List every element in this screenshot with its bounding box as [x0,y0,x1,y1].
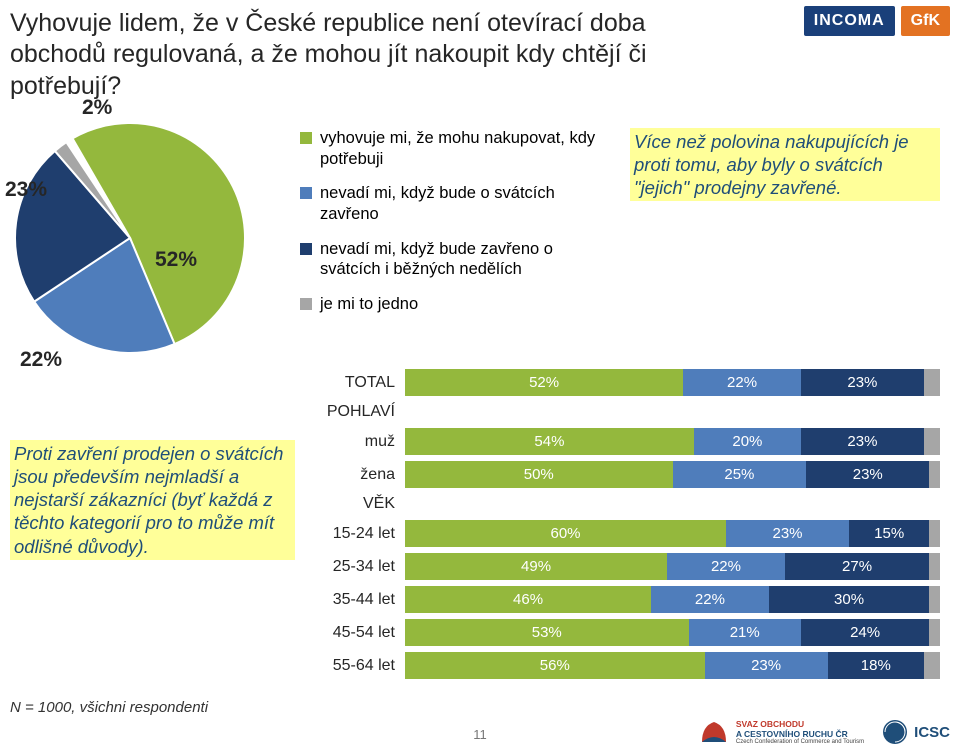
bar-row-label: TOTAL [310,374,405,392]
bar-segment: 22% [683,369,801,396]
bar-segment [929,520,940,547]
bar-track: 49%22%27% [405,553,940,580]
bar-segment [929,553,940,580]
bar-segment: 23% [726,520,849,547]
incoma-logo: INCOMA [804,6,895,36]
legend-text: vyhovuje mi, že mohu nakupovat, kdy potř… [320,128,600,169]
bar-segment [924,652,940,679]
bar-segment: 25% [673,461,807,488]
stacked-bar-chart: TOTAL52%22%23%POHLAVÍmuž54%20%23%žena50%… [310,368,940,684]
legend-swatch [300,298,312,310]
bar-segment: 50% [405,461,673,488]
bar-segment [929,461,940,488]
bar-row: 25-34 let49%22%27% [310,552,940,581]
callout-top: Více než polovina nakupujících je proti … [630,128,940,201]
bar-segment: 30% [769,586,930,613]
bar-segment: 56% [405,652,705,679]
bar-row-label: 15-24 let [310,525,405,543]
bar-segment: 53% [405,619,689,646]
bar-segment: 20% [694,428,801,455]
svaz-line3: Czech Confederation of Commerce and Tour… [736,739,864,745]
footnote: N = 1000, všichni respondenti [10,699,208,716]
icsc-logo: ICSC [882,719,950,745]
bar-row: TOTAL52%22%23% [310,368,940,397]
bar-segment: 22% [667,553,785,580]
bar-section-label: VĚK [310,495,405,513]
bar-section-label: POHLAVÍ [310,403,405,421]
bar-segment: 23% [806,461,929,488]
legend-item: je mi to jedno [300,294,600,315]
bar-track: 60%23%15% [405,520,940,547]
bar-segment: 22% [651,586,769,613]
page-title: Vyhovuje lidem, že v České republice nen… [10,8,730,102]
bar-segment: 23% [705,652,828,679]
pie-slice-label: 22% [20,348,62,372]
legend-swatch [300,243,312,255]
bar-row: 45-54 let53%21%24% [310,618,940,647]
bar-segment: 24% [801,619,929,646]
bar-segment [924,369,940,396]
bar-row-label: 55-64 let [310,657,405,675]
pie-chart: 52%22%23%2% [10,118,250,358]
svaz-line1: SVAZ OBCHODU [736,719,864,729]
pie-slice-label: 52% [155,248,197,272]
legend-text: nevadí mi, když bude zavřeno o svátcích … [320,239,600,280]
legend-swatch [300,132,312,144]
bar-track: 46%22%30% [405,586,940,613]
bar-track: 50%25%23% [405,461,940,488]
bar-segment: 23% [801,369,924,396]
bar-segment: 23% [801,428,924,455]
bar-segment: 49% [405,553,667,580]
icsc-text: ICSC [914,724,950,741]
legend-item: nevadí mi, když bude o svátcích zavřeno [300,183,600,224]
gfk-logo: GfK [901,6,950,36]
bar-segment [929,586,940,613]
bar-segment: 60% [405,520,726,547]
page-number: 11 [473,727,487,742]
bar-segment: 27% [785,553,929,580]
svaz-line2: A CESTOVNÍHO RUCHU ČR [736,729,864,739]
bar-track: 52%22%23% [405,369,940,396]
legend-item: nevadí mi, když bude zavřeno o svátcích … [300,239,600,280]
bar-section-header: POHLAVÍ [310,401,940,423]
bar-row-label: 35-44 let [310,591,405,609]
legend-item: vyhovuje mi, že mohu nakupovat, kdy potř… [300,128,600,169]
pie-legend: vyhovuje mi, že mohu nakupovat, kdy potř… [300,128,600,328]
legend-swatch [300,187,312,199]
bar-row: 55-64 let56%23%18% [310,651,940,680]
pie-slice-label: 2% [82,96,112,120]
bar-row-label: žena [310,466,405,484]
bar-segment: 21% [689,619,801,646]
bar-row-label: 25-34 let [310,558,405,576]
bar-section-header: VĚK [310,493,940,515]
bar-row: 15-24 let60%23%15% [310,519,940,548]
bar-track: 54%20%23% [405,428,940,455]
bottom-logos: SVAZ OBCHODU A CESTOVNÍHO RUCHU ČR Czech… [698,718,950,746]
bar-segment [924,428,940,455]
bar-segment [929,619,940,646]
bar-segment: 18% [828,652,924,679]
bar-segment: 15% [849,520,929,547]
bar-row: žena50%25%23% [310,460,940,489]
bar-row-label: muž [310,433,405,451]
pie-slice-label: 23% [5,178,47,202]
bar-row-label: 45-54 let [310,624,405,642]
bar-segment: 54% [405,428,694,455]
svaz-logo: SVAZ OBCHODU A CESTOVNÍHO RUCHU ČR Czech… [698,718,864,746]
legend-text: je mi to jedno [320,294,418,315]
top-logos: INCOMA GfK [804,6,950,36]
bar-row: muž54%20%23% [310,427,940,456]
bar-segment: 52% [405,369,683,396]
bar-segment: 46% [405,586,651,613]
bar-track: 56%23%18% [405,652,940,679]
legend-text: nevadí mi, když bude o svátcích zavřeno [320,183,600,224]
callout-left: Proti zavření prodejen o svátcích jsou p… [10,440,295,560]
bar-row: 35-44 let46%22%30% [310,585,940,614]
bar-track: 53%21%24% [405,619,940,646]
